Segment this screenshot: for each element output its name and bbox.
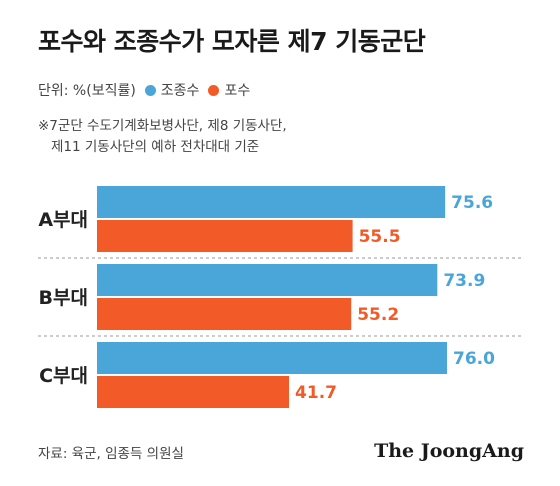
legend-swatch-driver bbox=[144, 84, 156, 96]
bar-driver-3 bbox=[97, 342, 447, 374]
bar-gunner-1 bbox=[97, 220, 353, 252]
bar-gunner-2 bbox=[97, 298, 352, 330]
value-label-gunner-3: 41.7 bbox=[295, 383, 337, 403]
chart-title: 포수와 조종수가 모자른 제7 기동군단 bbox=[38, 27, 426, 56]
footnote-line-2: 제11 기동사단의 예하 전차대대 기준 bbox=[51, 139, 260, 155]
bar-chart: 75.6 55.5 A부대 73.9 55.2 B부대 76.0 41.7 C부대 bbox=[38, 186, 522, 408]
bar-driver-2 bbox=[97, 264, 438, 296]
bar-driver-1 bbox=[97, 186, 446, 218]
category-label-3: C부대 bbox=[39, 365, 88, 387]
category-label-1: A부대 bbox=[38, 209, 88, 231]
unit-label: 단위: %(보직률) bbox=[38, 83, 136, 99]
value-label-driver-2: 73.9 bbox=[443, 271, 485, 291]
source-credit: 자료: 육군, 임종득 의원실 bbox=[38, 446, 184, 462]
value-label-gunner-1: 55.5 bbox=[359, 227, 401, 247]
footnote: ※7군단 수도기계화보병사단, 제8 기동사단, 제11 기동사단의 예하 전차… bbox=[38, 116, 287, 158]
footnote-line-1: ※7군단 수도기계화보병사단, 제8 기동사단, bbox=[38, 118, 287, 134]
value-label-gunner-2: 55.2 bbox=[357, 305, 399, 325]
value-label-driver-3: 76.0 bbox=[453, 349, 495, 369]
value-label-driver-1: 75.6 bbox=[451, 193, 493, 213]
bar-gunner-3 bbox=[97, 376, 290, 408]
category-label-2: B부대 bbox=[39, 287, 88, 309]
brand-logo: The JoongAng bbox=[374, 440, 524, 462]
legend-label-driver: 조종수 bbox=[160, 83, 200, 99]
legend-swatch-gunner bbox=[208, 84, 220, 96]
legend-label-gunner: 포수 bbox=[224, 83, 251, 99]
legend: 단위: %(보직률) 조종수 포수 bbox=[38, 80, 250, 100]
